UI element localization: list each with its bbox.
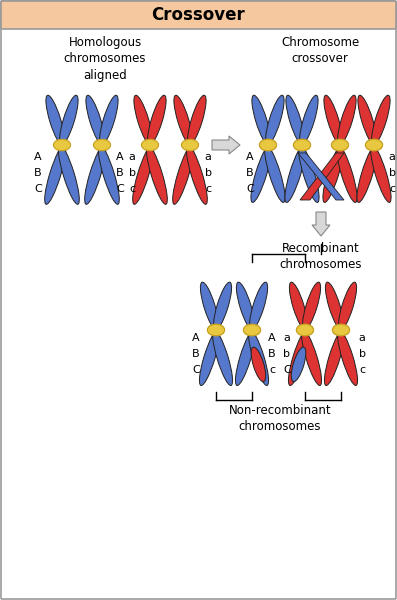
Ellipse shape (237, 282, 254, 330)
Ellipse shape (339, 282, 357, 330)
Ellipse shape (365, 139, 383, 151)
FancyArrow shape (212, 136, 240, 154)
Ellipse shape (357, 145, 378, 202)
Text: B: B (116, 168, 124, 178)
Text: b: b (129, 168, 135, 178)
Ellipse shape (324, 95, 342, 145)
Text: a: a (204, 152, 212, 162)
Ellipse shape (54, 139, 71, 151)
Ellipse shape (60, 95, 78, 145)
Text: a: a (283, 333, 291, 343)
Ellipse shape (134, 95, 152, 145)
Ellipse shape (98, 145, 119, 205)
Ellipse shape (181, 139, 198, 151)
Ellipse shape (372, 95, 390, 145)
Ellipse shape (324, 330, 345, 386)
Ellipse shape (86, 95, 104, 145)
Text: B: B (192, 349, 200, 359)
Ellipse shape (207, 324, 225, 336)
Text: C: C (34, 184, 42, 194)
Text: C: C (116, 184, 124, 194)
Ellipse shape (293, 139, 310, 151)
Ellipse shape (337, 95, 356, 145)
Text: c: c (359, 365, 365, 375)
Text: c: c (129, 184, 135, 194)
Text: b: b (283, 349, 291, 359)
Text: b: b (389, 168, 395, 178)
Ellipse shape (46, 95, 64, 145)
Ellipse shape (291, 347, 306, 382)
Ellipse shape (365, 139, 383, 151)
Ellipse shape (331, 139, 349, 151)
Ellipse shape (331, 139, 349, 151)
Ellipse shape (251, 347, 266, 382)
Text: A: A (192, 333, 200, 343)
Ellipse shape (141, 139, 158, 151)
Text: Crossover: Crossover (151, 6, 245, 24)
Ellipse shape (252, 95, 270, 145)
Ellipse shape (85, 145, 106, 205)
Ellipse shape (250, 282, 268, 330)
Text: b: b (204, 168, 212, 178)
Ellipse shape (199, 330, 220, 386)
Text: B: B (268, 349, 276, 359)
Ellipse shape (337, 330, 358, 386)
Text: a: a (129, 152, 135, 162)
Text: c: c (205, 184, 211, 194)
Ellipse shape (214, 282, 231, 330)
Ellipse shape (235, 330, 255, 386)
Ellipse shape (266, 95, 284, 145)
Polygon shape (298, 153, 344, 200)
Ellipse shape (332, 324, 350, 336)
Ellipse shape (297, 324, 314, 336)
Ellipse shape (289, 282, 307, 330)
Text: A: A (116, 152, 124, 162)
Ellipse shape (332, 324, 350, 336)
Ellipse shape (303, 282, 321, 330)
Ellipse shape (100, 95, 118, 145)
Text: Homologous
chromosomes
aligned: Homologous chromosomes aligned (64, 36, 146, 82)
Ellipse shape (186, 145, 207, 205)
FancyBboxPatch shape (1, 1, 396, 29)
Ellipse shape (243, 324, 260, 336)
Text: B: B (34, 168, 42, 178)
Ellipse shape (146, 145, 167, 205)
Ellipse shape (93, 139, 111, 151)
Ellipse shape (259, 139, 277, 151)
Text: A: A (34, 152, 42, 162)
Ellipse shape (300, 95, 318, 145)
Text: C: C (283, 365, 291, 375)
Ellipse shape (265, 145, 285, 202)
Ellipse shape (358, 95, 376, 145)
Text: C: C (246, 184, 254, 194)
Text: c: c (269, 365, 275, 375)
Ellipse shape (251, 145, 272, 202)
Polygon shape (300, 153, 344, 200)
Ellipse shape (243, 324, 260, 336)
Ellipse shape (259, 139, 277, 151)
Ellipse shape (207, 324, 225, 336)
Ellipse shape (337, 145, 357, 202)
Ellipse shape (289, 330, 308, 386)
Ellipse shape (173, 145, 194, 205)
Ellipse shape (133, 145, 154, 205)
Text: Chromosome
crossover: Chromosome crossover (281, 36, 359, 65)
Text: B: B (246, 168, 254, 178)
Ellipse shape (213, 330, 233, 386)
Ellipse shape (302, 330, 322, 386)
Ellipse shape (285, 145, 305, 202)
Ellipse shape (200, 282, 218, 330)
Ellipse shape (249, 330, 268, 386)
Ellipse shape (323, 145, 343, 202)
Ellipse shape (188, 95, 206, 145)
Text: A: A (268, 333, 276, 343)
Ellipse shape (299, 145, 319, 202)
Ellipse shape (293, 139, 310, 151)
Text: a: a (358, 333, 365, 343)
Text: Non-recombinant
chromosomes: Non-recombinant chromosomes (229, 404, 331, 433)
Ellipse shape (45, 145, 66, 205)
Ellipse shape (286, 95, 304, 145)
Text: Recombinant
chromosomes: Recombinant chromosomes (280, 242, 362, 271)
FancyArrow shape (312, 212, 330, 236)
